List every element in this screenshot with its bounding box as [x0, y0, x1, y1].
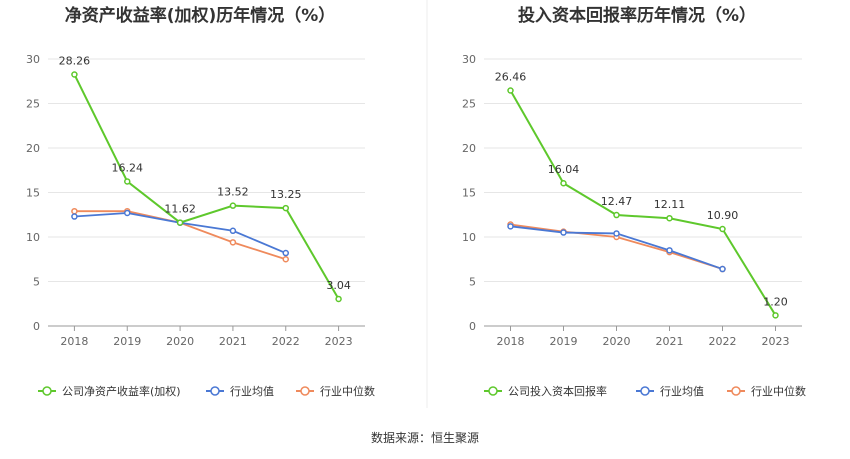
data-label: 3.04: [326, 279, 351, 292]
data-point-company[interactable]: [507, 87, 514, 94]
legend-label: 公司净资产收益率(加权): [62, 384, 181, 398]
data-point-median[interactable]: [229, 239, 237, 246]
data-point-avg[interactable]: [229, 227, 237, 235]
data-point-company[interactable]: [719, 225, 726, 233]
y-tick-label: 25: [26, 98, 40, 111]
data-label: 16.24: [112, 161, 144, 174]
y-tick-label: 5: [469, 276, 476, 289]
data-point-avg[interactable]: [719, 265, 726, 273]
roic-chart-panel: 投入资本回报率历年情况（%） 0 5 10 15 20 25 30 2018 2019 2020 20…: [462, 5, 806, 398]
series-line-company: [73, 74, 340, 300]
data-point-company[interactable]: [666, 214, 673, 222]
series-line-median: [74, 210, 287, 261]
roe-chart-panel: 净资产收益率(加权)历年情况（%） 0 5 10 15 20 25 30 2018 2019 202…: [26, 5, 375, 398]
y-tick-label: 10: [462, 231, 476, 244]
y-tick-label: 0: [33, 320, 40, 333]
data-point-company[interactable]: [229, 202, 237, 209]
data-point-company[interactable]: [282, 204, 289, 212]
data-point-avg[interactable]: [560, 229, 567, 236]
legend-label: 行业均值: [230, 385, 274, 398]
data-label: 12.47: [601, 195, 633, 208]
data-label: 16.04: [548, 163, 580, 176]
y-tick-label: 15: [26, 187, 40, 200]
chart-title: 投入资本回报率历年情况（%）: [518, 5, 756, 26]
legend-item-avg[interactable]: 行业均值: [636, 385, 704, 398]
legend-swatch-marker: [300, 386, 310, 396]
source-note: 数据来源：恒生聚源: [371, 430, 479, 445]
legend-label: 行业均值: [660, 385, 704, 398]
data-label: 28.26: [59, 54, 91, 67]
legend-item-company[interactable]: 公司净资产收益率(加权): [38, 384, 181, 398]
chart-title: 净资产收益率(加权)历年情况（%）: [65, 5, 336, 26]
data-label: 13.52: [217, 186, 249, 199]
data-point-company[interactable]: [613, 211, 620, 219]
y-tick-label: 0: [469, 320, 476, 333]
legend-item-median[interactable]: 行业中位数: [727, 384, 806, 398]
data-point-avg[interactable]: [613, 230, 620, 237]
x-tick-label: 2018: [60, 335, 88, 348]
x-tick-label: 2022: [272, 335, 300, 348]
y-tick-label: 5: [33, 276, 40, 289]
data-label: 11.62: [164, 203, 196, 216]
data-label: 13.25: [270, 188, 302, 201]
x-tick-label: 2019: [113, 335, 141, 348]
legend-swatch-marker: [731, 386, 741, 396]
x-tick-label: 2022: [709, 335, 737, 348]
series-line-company: [509, 90, 777, 316]
x-tick-label: 2020: [603, 335, 631, 348]
legend-swatch-marker: [640, 386, 650, 396]
data-label: 1.20: [763, 295, 788, 308]
x-tick-label: 2021: [656, 335, 684, 348]
data-point-avg[interactable]: [666, 247, 673, 254]
legend-item-company[interactable]: 公司投入资本回报率: [484, 384, 607, 398]
data-point-avg[interactable]: [124, 209, 131, 217]
data-point-company[interactable]: [71, 71, 78, 78]
series-line-avg: [74, 212, 287, 254]
data-point-company[interactable]: [176, 219, 184, 226]
legend-label: 公司投入资本回报率: [508, 384, 607, 398]
data-point-median[interactable]: [282, 256, 289, 263]
x-tick-label: 2020: [166, 335, 194, 348]
y-tick-label: 10: [26, 231, 40, 244]
x-tick-label: 2021: [219, 335, 247, 348]
y-tick-label: 30: [26, 53, 40, 66]
legend-swatch-marker: [488, 386, 498, 396]
data-label: 26.46: [495, 71, 527, 84]
y-tick-label: 20: [462, 142, 476, 155]
legend-item-median[interactable]: 行业中位数: [296, 384, 375, 398]
y-tick-label: 20: [26, 142, 40, 155]
data-point-avg[interactable]: [282, 249, 289, 257]
legend-swatch-marker: [210, 386, 220, 396]
data-label: 12.11: [654, 198, 686, 211]
data-point-avg[interactable]: [507, 223, 514, 230]
data-point-avg[interactable]: [71, 213, 78, 220]
legend-label: 行业中位数: [320, 384, 375, 398]
legend-swatch-marker: [42, 386, 52, 396]
x-tick-label: 2023: [762, 335, 790, 348]
y-tick-label: 25: [462, 98, 476, 111]
y-tick-label: 15: [462, 187, 476, 200]
data-point-company[interactable]: [772, 312, 779, 319]
y-tick-label: 30: [462, 53, 476, 66]
data-point-company[interactable]: [335, 295, 342, 303]
data-label: 10.90: [707, 209, 739, 222]
x-tick-label: 2018: [497, 335, 525, 348]
data-point-median[interactable]: [71, 207, 78, 215]
x-tick-label: 2019: [550, 335, 578, 348]
legend-item-avg[interactable]: 行业均值: [206, 385, 274, 398]
x-tick-label: 2023: [325, 335, 353, 348]
legend-label: 行业中位数: [751, 384, 806, 398]
data-point-company[interactable]: [124, 178, 131, 185]
data-point-company[interactable]: [560, 179, 567, 187]
